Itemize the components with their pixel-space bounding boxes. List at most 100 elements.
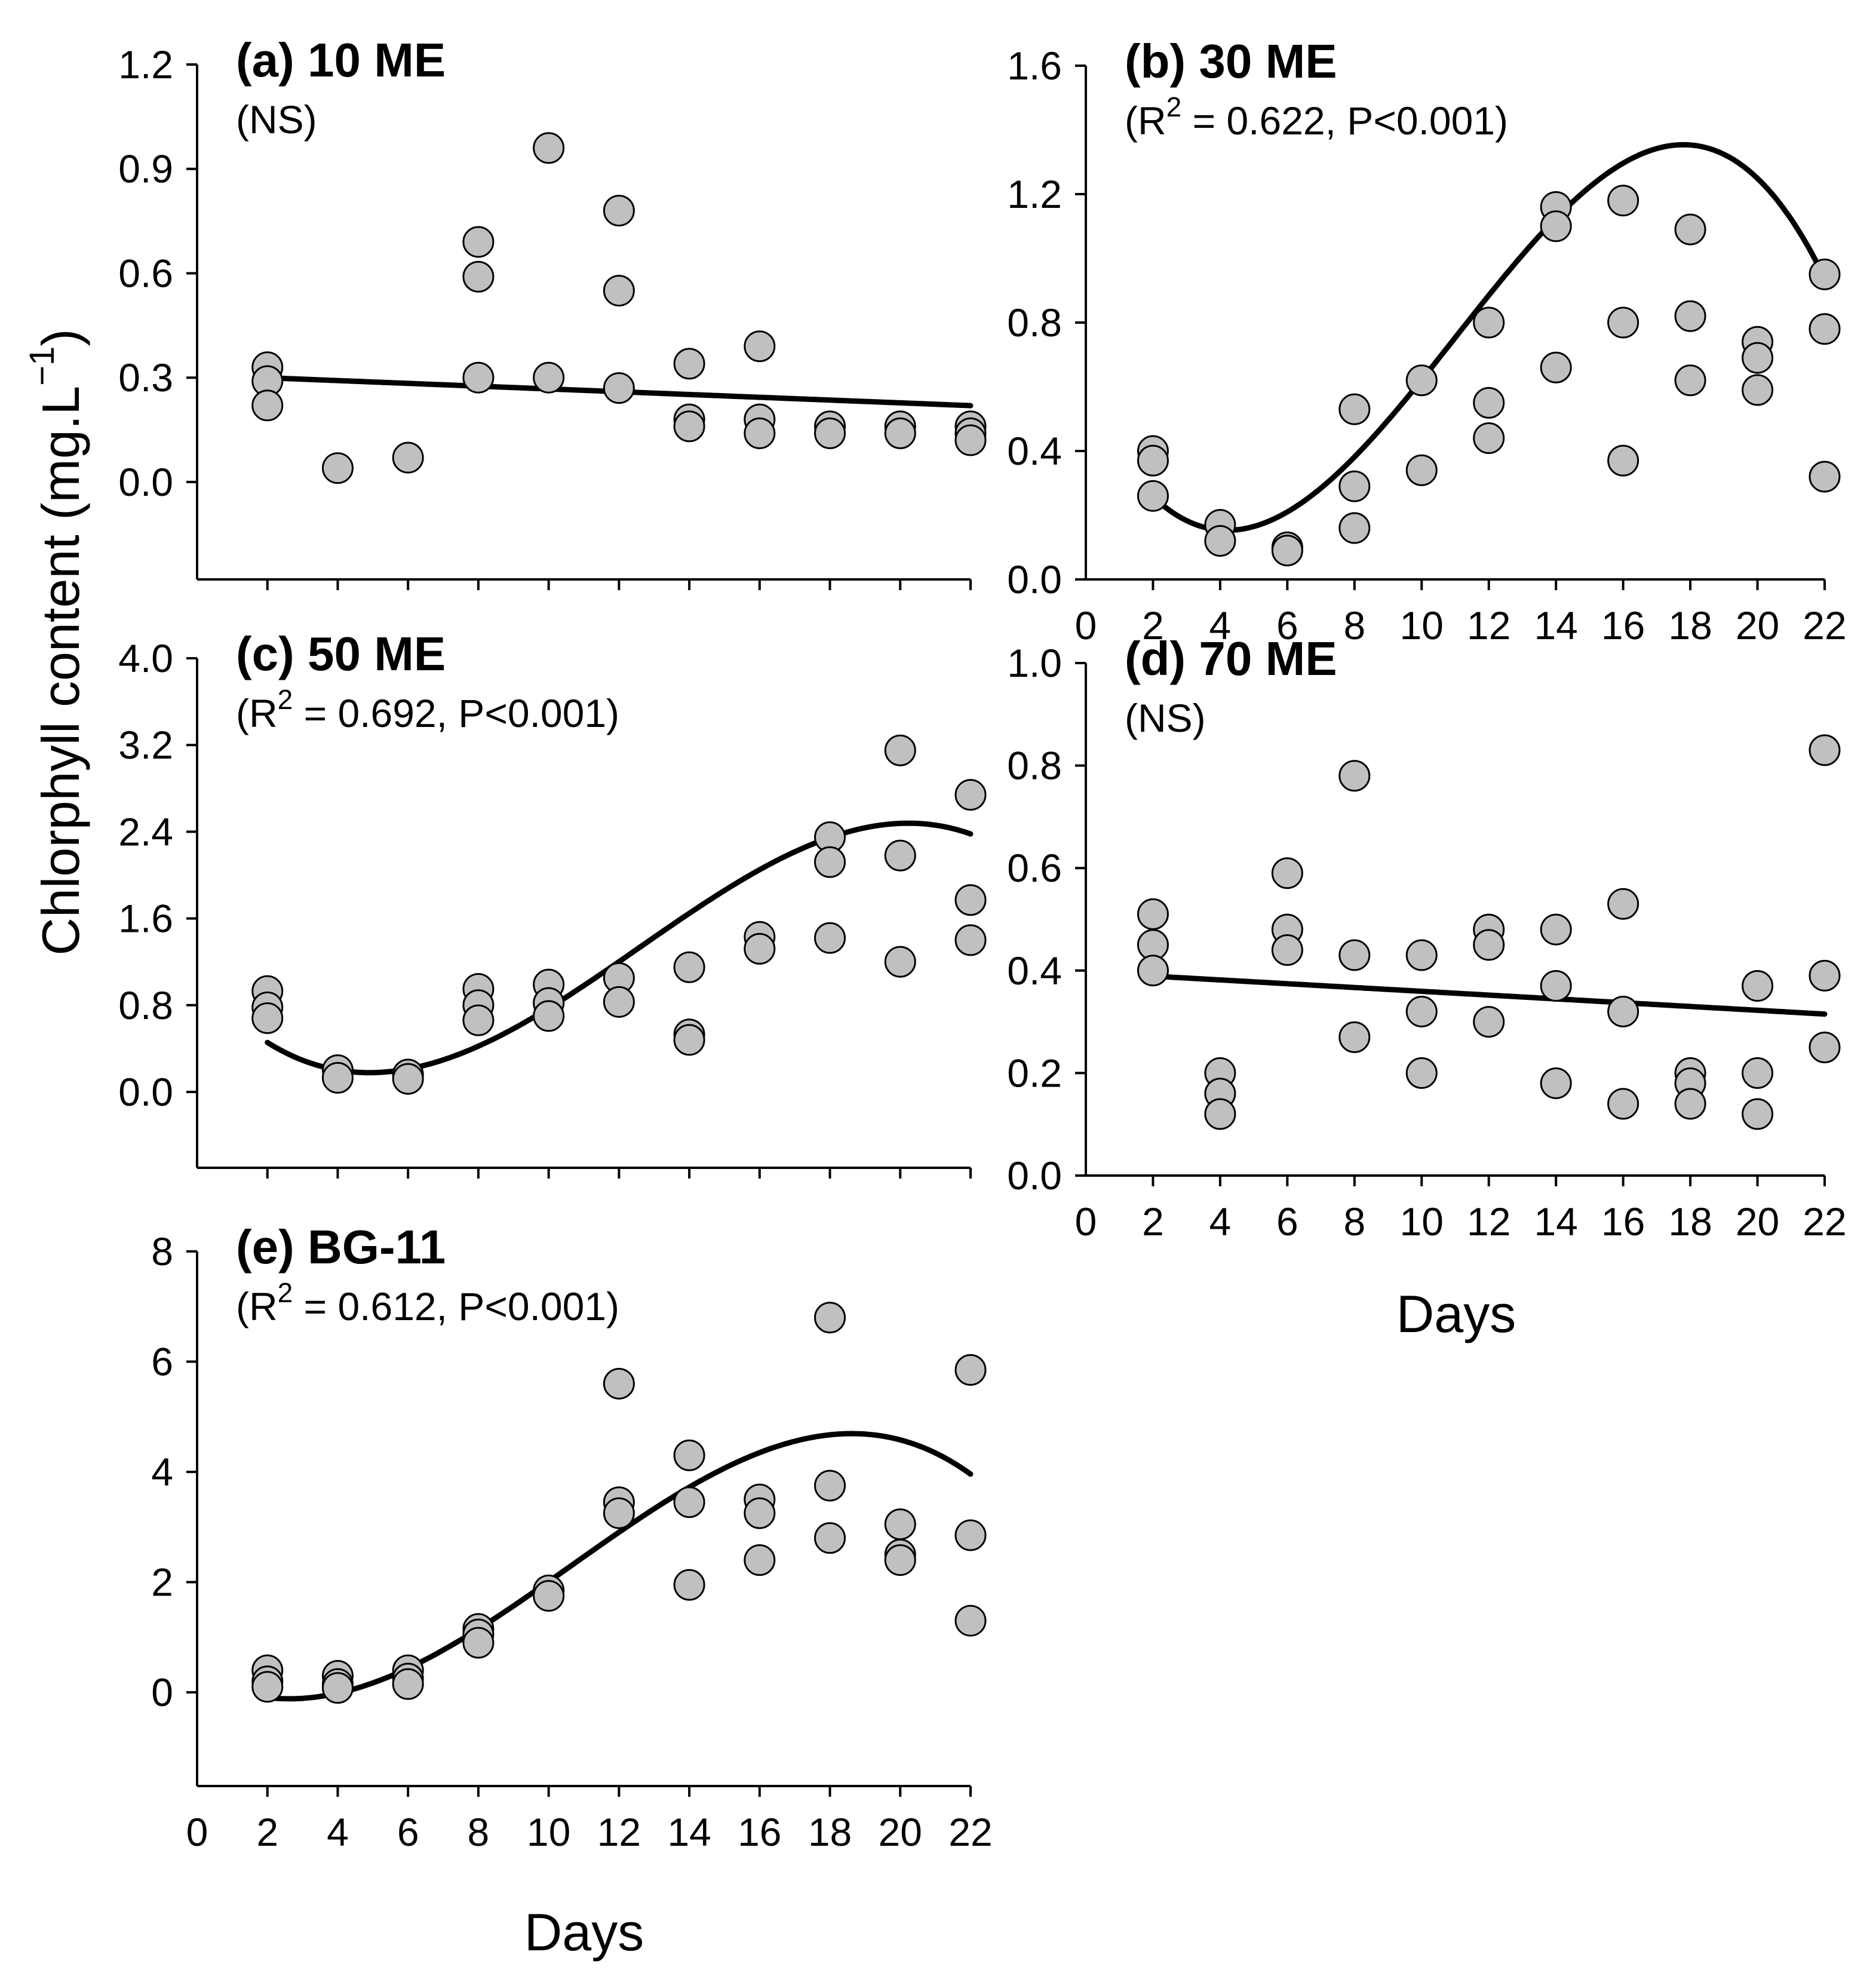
data-point-d bbox=[1338, 760, 1371, 792]
data-point-e bbox=[673, 1486, 705, 1518]
data-point-e bbox=[321, 1672, 354, 1704]
data-point-b bbox=[1338, 470, 1371, 502]
data-point-a bbox=[744, 330, 776, 363]
panel-stat-prefix-c: (R bbox=[236, 691, 278, 735]
data-point-e bbox=[954, 1519, 987, 1551]
y-tick-label-e: 8 bbox=[151, 1229, 173, 1274]
panel-a: 0.0 0.3 0.6 0.9 1.2 (a) 10 ME (NS) bbox=[118, 33, 987, 590]
y-tick-label-c: 0.8 bbox=[118, 983, 173, 1027]
x-tick-label-b: 12 bbox=[1467, 603, 1510, 648]
panel-stat-sup-c: 2 bbox=[278, 684, 293, 715]
panel-stat-c: (R2 = 0.692, P<0.001) bbox=[236, 684, 619, 735]
panels-group: 0.0 0.3 0.6 0.9 1.2 (a) 10 ME (NS) 0.0 0.4 0.8 1.2… bbox=[118, 33, 1846, 1854]
data-point-e bbox=[814, 1302, 846, 1334]
data-point-c bbox=[673, 1024, 705, 1056]
panel-stat-sup-b: 2 bbox=[1166, 91, 1182, 122]
x-tick-label-d: 4 bbox=[1209, 1199, 1232, 1244]
y-tick-label-c: 3.2 bbox=[118, 723, 173, 767]
data-point-b bbox=[1674, 364, 1706, 397]
data-point-d bbox=[1674, 1088, 1706, 1120]
data-point-c bbox=[884, 946, 916, 978]
data-point-d bbox=[1271, 934, 1303, 966]
data-point-d bbox=[1607, 995, 1639, 1027]
data-point-a bbox=[462, 260, 495, 293]
data-point-b bbox=[1338, 393, 1371, 425]
data-point-a bbox=[251, 389, 284, 422]
data-point-e bbox=[954, 1354, 987, 1386]
data-point-e bbox=[673, 1439, 705, 1471]
data-point-c bbox=[884, 839, 916, 872]
data-point-a bbox=[673, 410, 705, 443]
data-point-c bbox=[673, 951, 705, 983]
data-point-e bbox=[744, 1497, 776, 1529]
y-axis-title-sup: −1 bbox=[23, 346, 62, 386]
x-tick-label-d: 16 bbox=[1601, 1199, 1645, 1244]
panel-stat-a: (NS) bbox=[236, 97, 317, 142]
data-point-c bbox=[392, 1063, 424, 1095]
data-point-d bbox=[1742, 1098, 1774, 1130]
data-point-b bbox=[1809, 313, 1841, 345]
y-tick-label-d: 0.0 bbox=[1007, 1153, 1062, 1198]
y-tick-label-a: 1.2 bbox=[118, 42, 173, 87]
y-tick-label-d: 0.6 bbox=[1007, 846, 1062, 890]
x-tick-label-b: 20 bbox=[1736, 603, 1779, 648]
data-point-d bbox=[1405, 995, 1438, 1027]
data-point-d bbox=[1338, 939, 1371, 971]
data-point-a bbox=[603, 372, 635, 404]
y-tick-label-a: 0.3 bbox=[118, 355, 173, 400]
panel-stat-sup-e: 2 bbox=[278, 1277, 293, 1308]
x-tick-label-b: 6 bbox=[1276, 603, 1298, 648]
data-point-c bbox=[954, 779, 987, 811]
data-point-a bbox=[533, 361, 565, 394]
y-tick-label-e: 0 bbox=[151, 1670, 173, 1714]
fit-line-e bbox=[265, 1431, 974, 1702]
data-point-d bbox=[1540, 913, 1572, 946]
x-tick-label-b: 14 bbox=[1534, 603, 1577, 648]
x-tick-label-e: 0 bbox=[186, 1810, 208, 1854]
x-tick-label-d: 18 bbox=[1668, 1199, 1712, 1244]
panel-title-b: (b) 30 ME bbox=[1125, 35, 1337, 88]
x-tick-label-b: 8 bbox=[1343, 603, 1365, 648]
data-point-d bbox=[1405, 1057, 1438, 1089]
panel-stat-prefix-a: (NS) bbox=[236, 97, 317, 142]
x-tick-label-b: 2 bbox=[1142, 603, 1164, 648]
x-tick-label-d: 6 bbox=[1276, 1199, 1298, 1244]
data-point-d bbox=[1742, 1057, 1774, 1089]
data-point-a bbox=[392, 441, 424, 474]
panel-title-d: (d) 70 ME bbox=[1125, 632, 1337, 685]
data-point-e bbox=[392, 1668, 424, 1700]
panel-c: 0.00.81.62.43.24.0 (c) 50 ME(R2 = 0.692, … bbox=[118, 627, 987, 1179]
y-tick-label-d: 0.2 bbox=[1007, 1051, 1062, 1095]
data-point-a bbox=[884, 417, 916, 449]
y-tick-label-a: 0.9 bbox=[118, 147, 173, 191]
data-point-e bbox=[603, 1497, 635, 1529]
x-tick-label-e: 20 bbox=[879, 1810, 922, 1854]
data-point-a bbox=[744, 417, 776, 449]
x-tick-label-b: 10 bbox=[1400, 603, 1444, 648]
panel-stat-e: (R2 = 0.612, P<0.001) bbox=[236, 1277, 619, 1328]
data-point-c bbox=[462, 1004, 495, 1036]
data-point-b bbox=[1809, 258, 1841, 290]
data-point-c bbox=[533, 1000, 565, 1032]
data-point-b bbox=[1137, 444, 1169, 477]
x-tick-label-d: 20 bbox=[1736, 1199, 1779, 1244]
data-point-a bbox=[321, 452, 354, 484]
panel-stat-prefix-d: (NS) bbox=[1125, 696, 1206, 740]
data-point-b bbox=[1607, 185, 1639, 217]
data-point-c bbox=[884, 734, 916, 766]
data-point-d bbox=[1137, 898, 1169, 930]
fit-line-d bbox=[1150, 973, 1828, 1017]
data-point-e bbox=[884, 1508, 916, 1541]
y-tick-label-c: 4.0 bbox=[118, 636, 173, 680]
x-tick-label-e: 22 bbox=[948, 1810, 992, 1854]
x-tick-label-b: 0 bbox=[1075, 603, 1097, 648]
data-point-d bbox=[1271, 857, 1303, 889]
y-tick-label-c: 1.6 bbox=[118, 897, 173, 941]
data-point-a bbox=[673, 348, 705, 380]
x-tick-label-e: 18 bbox=[808, 1810, 852, 1854]
y-tick-label-b: 0.4 bbox=[1007, 429, 1062, 473]
data-point-d bbox=[1742, 970, 1774, 1002]
svg-text:Chlorphyll content (mg.L−1): Chlorphyll content (mg.L−1) bbox=[23, 329, 90, 955]
x-tick-label-e: 16 bbox=[738, 1810, 781, 1854]
